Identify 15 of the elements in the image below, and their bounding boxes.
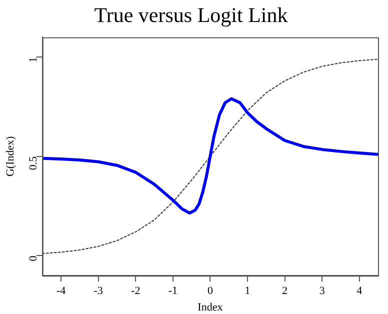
y-tick-label: 1 [27,57,40,63]
x-tick-label: -1 [168,285,178,298]
x-axis-title: Index [198,301,224,314]
x-tick-label: 1 [244,285,250,298]
y-tick-label: 0.5 [27,156,40,170]
x-tick-label: 0 [207,285,214,298]
x-tick-label: 2 [282,285,288,298]
y-axis-title: G(Index) [4,136,16,177]
x-tick-label: -3 [94,285,104,298]
y-tick-label: 0 [27,255,40,262]
chart-title: True versus Logit Link [94,3,288,28]
x-tick-label: -2 [131,285,140,298]
x-tick-label: 4 [356,285,363,298]
x-tick-label: -4 [56,285,66,298]
x-tick-label: 3 [319,285,326,298]
